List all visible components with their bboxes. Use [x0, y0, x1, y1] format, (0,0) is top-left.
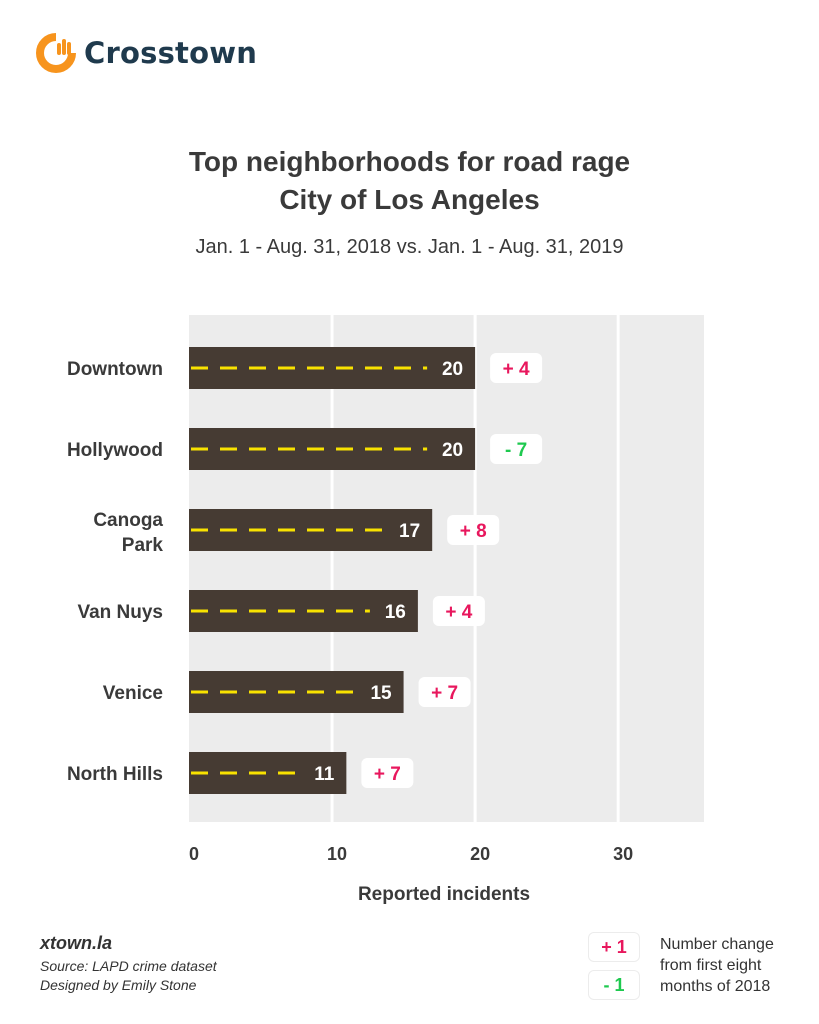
category-label: North Hills — [67, 764, 163, 785]
bar-value-label: 11 — [314, 764, 335, 785]
plot-background — [189, 315, 704, 822]
change-badge — [361, 758, 414, 788]
change-badge — [432, 596, 485, 626]
change-label: + 4 — [445, 602, 472, 623]
category-label: Canoga — [93, 510, 163, 531]
bar-value-label: 20 — [442, 440, 463, 461]
change-label: + 4 — [503, 359, 530, 380]
change-label: - 7 — [505, 440, 527, 461]
category-label: Downtown — [67, 359, 163, 380]
crosstown-logo-icon — [36, 33, 76, 73]
footer-site: xtown.la — [40, 933, 113, 953]
brand-name: Crosstown — [84, 36, 258, 70]
x-tick-label: 20 — [470, 844, 490, 864]
chart-title-line2: City of Los Angeles — [279, 184, 540, 215]
footer-designer: Designed by Emily Stone — [40, 977, 197, 993]
bar-value-label: 16 — [385, 602, 406, 623]
change-badge — [490, 353, 543, 383]
bar — [189, 752, 347, 794]
footer-source: Source: LAPD crime dataset — [40, 958, 217, 974]
x-tick-label: 0 — [189, 844, 199, 864]
change-label: + 7 — [431, 683, 458, 704]
category-label: Venice — [103, 683, 163, 704]
bar-value-label: 17 — [399, 521, 420, 542]
crosstown-logo: Crosstown — [36, 32, 257, 74]
legend-negative-sample: - 1 — [588, 970, 640, 1000]
x-tick-label: 10 — [327, 844, 347, 864]
bar-value-label: 15 — [370, 683, 392, 704]
chart-subtitle: Jan. 1 - Aug. 31, 2018 vs. Jan. 1 - Aug.… — [195, 236, 624, 258]
change-badge — [447, 515, 500, 545]
legend-text: Number change from first eight months of… — [660, 936, 774, 995]
change-label: + 7 — [374, 764, 401, 785]
chart-title: Top neighborhoods for road rage — [188, 146, 631, 177]
bar-value-label: 20 — [442, 359, 463, 380]
category-label: Park — [122, 535, 164, 556]
x-axis-label: Reported incidents — [358, 884, 530, 905]
category-label: Van Nuys — [77, 602, 163, 623]
change-badge — [418, 677, 471, 707]
change-badge — [490, 434, 543, 464]
category-label: Hollywood — [67, 440, 163, 461]
change-label: + 8 — [460, 521, 487, 542]
legend-positive-sample: + 1 — [588, 932, 640, 962]
x-tick-label: 30 — [613, 844, 633, 864]
